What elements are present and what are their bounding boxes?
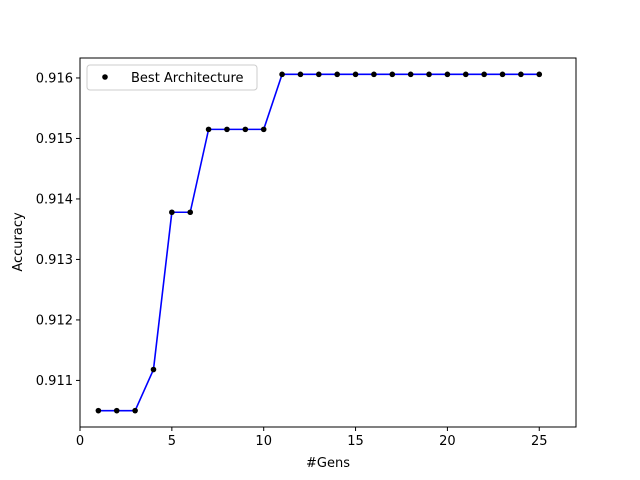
legend-label: Best Architecture	[131, 71, 244, 86]
x-tick-label: 10	[255, 434, 272, 449]
plot-frame	[79, 57, 577, 428]
data-point	[371, 71, 377, 78]
x-axis-ticks: 0 5 10 15 20 25	[76, 427, 548, 449]
data-point	[334, 71, 340, 78]
data-point	[462, 71, 469, 78]
legend: Best Architecture	[86, 64, 258, 91]
data-point	[113, 407, 120, 414]
data-point	[518, 71, 524, 78]
data-point	[224, 126, 230, 133]
y-axis-ticks: 0.911 0.912 0.913 0.914 0.915 0.916	[36, 71, 80, 389]
data-point	[536, 71, 543, 78]
y-tick-label: 0.915	[36, 132, 73, 147]
y-tick-label: 0.912	[36, 313, 73, 328]
legend-marker	[102, 74, 108, 80]
data-point	[187, 209, 194, 216]
data-point	[352, 71, 359, 78]
data-point	[279, 71, 285, 78]
y-tick-label: 0.911	[36, 374, 73, 389]
data-point	[242, 126, 249, 133]
data-point	[95, 407, 102, 414]
y-tick-label: 0.916	[36, 71, 73, 86]
x-tick-label: 0	[76, 434, 84, 449]
data-point	[169, 209, 175, 216]
data-point	[150, 366, 157, 373]
data-point	[407, 71, 414, 78]
x-tick-label: 15	[347, 434, 364, 449]
x-axis-label: #Gens	[306, 456, 350, 471]
x-tick-label: 5	[168, 434, 176, 449]
data-point	[297, 71, 304, 78]
data-point	[260, 126, 267, 133]
data-point	[389, 71, 396, 78]
y-tick-label: 0.914	[36, 192, 73, 207]
data-point	[316, 71, 322, 78]
data-point	[426, 71, 432, 78]
data-point	[499, 71, 506, 78]
series-layer	[95, 71, 543, 414]
plot-area	[80, 58, 576, 427]
data-point	[481, 71, 487, 78]
y-axis-label: Accuracy	[11, 212, 26, 272]
y-tick-label: 0.913	[36, 253, 73, 268]
x-tick-label: 20	[439, 434, 456, 449]
x-tick-label: 25	[531, 434, 548, 449]
data-point	[132, 407, 138, 414]
data-point	[444, 71, 451, 78]
legend-box	[86, 64, 258, 91]
data-point	[205, 126, 212, 133]
